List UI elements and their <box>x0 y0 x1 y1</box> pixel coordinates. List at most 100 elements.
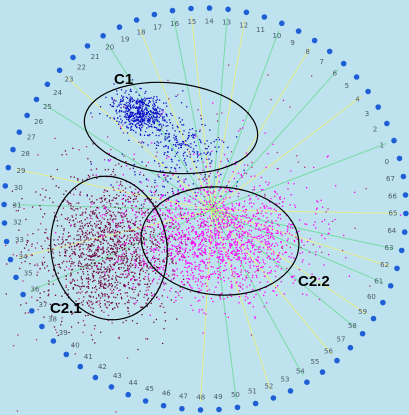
data-point <box>104 272 106 274</box>
data-point <box>123 111 125 113</box>
data-point <box>249 197 252 199</box>
data-point <box>105 208 107 210</box>
data-point <box>191 287 193 289</box>
data-point <box>229 190 231 193</box>
data-point <box>266 257 268 259</box>
data-point <box>209 154 211 156</box>
data-point <box>146 249 148 251</box>
data-point <box>123 241 125 243</box>
data-point <box>100 201 102 204</box>
data-point <box>223 154 226 156</box>
data-point <box>92 275 94 277</box>
data-point <box>240 228 242 230</box>
data-point <box>213 233 215 235</box>
data-point <box>179 241 181 243</box>
anchor-dot <box>295 28 302 34</box>
data-point <box>92 296 94 298</box>
data-point <box>144 283 146 285</box>
data-point <box>98 295 100 297</box>
data-point <box>294 258 296 260</box>
data-point <box>87 278 89 280</box>
data-point <box>205 185 207 188</box>
data-point <box>99 255 101 257</box>
data-point <box>146 220 148 222</box>
data-point <box>100 297 102 299</box>
data-point <box>158 134 160 137</box>
data-point <box>197 156 199 158</box>
data-point <box>168 211 170 213</box>
data-point <box>193 137 195 139</box>
data-point <box>100 243 102 245</box>
data-point <box>165 200 168 202</box>
data-point <box>174 139 176 141</box>
data-point <box>223 205 225 207</box>
data-point <box>132 115 134 117</box>
data-point <box>74 265 76 267</box>
data-point <box>235 254 238 256</box>
data-point <box>178 244 180 246</box>
data-point <box>16 255 18 257</box>
data-point <box>238 285 240 287</box>
data-point <box>139 254 141 257</box>
data-point <box>143 296 145 298</box>
data-point <box>97 236 99 238</box>
data-point <box>96 239 98 241</box>
data-point <box>97 256 99 258</box>
data-point <box>154 259 157 262</box>
data-point <box>134 288 136 291</box>
anchor-label: 66 <box>388 192 397 200</box>
data-point <box>200 193 202 195</box>
data-point <box>267 227 269 229</box>
data-point <box>184 162 187 164</box>
data-point <box>236 181 238 183</box>
data-point <box>229 247 232 249</box>
data-point <box>155 239 157 241</box>
data-point <box>152 119 154 122</box>
data-point <box>250 242 252 245</box>
data-point <box>262 266 264 268</box>
data-point <box>206 224 208 226</box>
data-point <box>275 242 277 244</box>
data-point <box>152 270 154 272</box>
data-point <box>175 152 178 155</box>
data-point <box>40 223 42 225</box>
data-point <box>154 111 156 113</box>
data-point <box>238 230 240 233</box>
data-point <box>141 100 143 103</box>
data-point <box>244 252 246 254</box>
data-point <box>97 250 99 253</box>
data-point <box>178 294 180 297</box>
data-point <box>152 107 154 109</box>
data-point <box>147 278 150 280</box>
data-point <box>243 164 246 166</box>
data-point <box>131 97 133 99</box>
anchor-label: 19 <box>121 35 130 43</box>
data-point <box>115 245 117 247</box>
data-point <box>148 280 150 282</box>
data-point <box>95 214 98 216</box>
data-point <box>181 253 183 255</box>
data-point <box>225 255 227 257</box>
data-point <box>93 202 95 204</box>
data-point <box>119 289 121 291</box>
data-point <box>133 251 136 253</box>
data-point <box>139 99 141 102</box>
data-point <box>112 275 114 277</box>
data-point <box>259 229 261 231</box>
data-point <box>164 218 166 220</box>
data-point <box>136 322 138 325</box>
data-point <box>276 203 278 205</box>
data-point <box>103 261 105 263</box>
data-point <box>93 270 95 272</box>
data-point <box>138 101 140 103</box>
data-point <box>121 254 123 256</box>
data-point <box>56 168 58 171</box>
data-point <box>203 180 205 182</box>
data-point <box>157 258 159 261</box>
data-point <box>52 252 54 254</box>
data-point <box>195 277 197 279</box>
data-point <box>109 260 111 262</box>
data-point <box>218 201 221 203</box>
data-point <box>174 233 176 235</box>
data-point <box>92 174 94 176</box>
